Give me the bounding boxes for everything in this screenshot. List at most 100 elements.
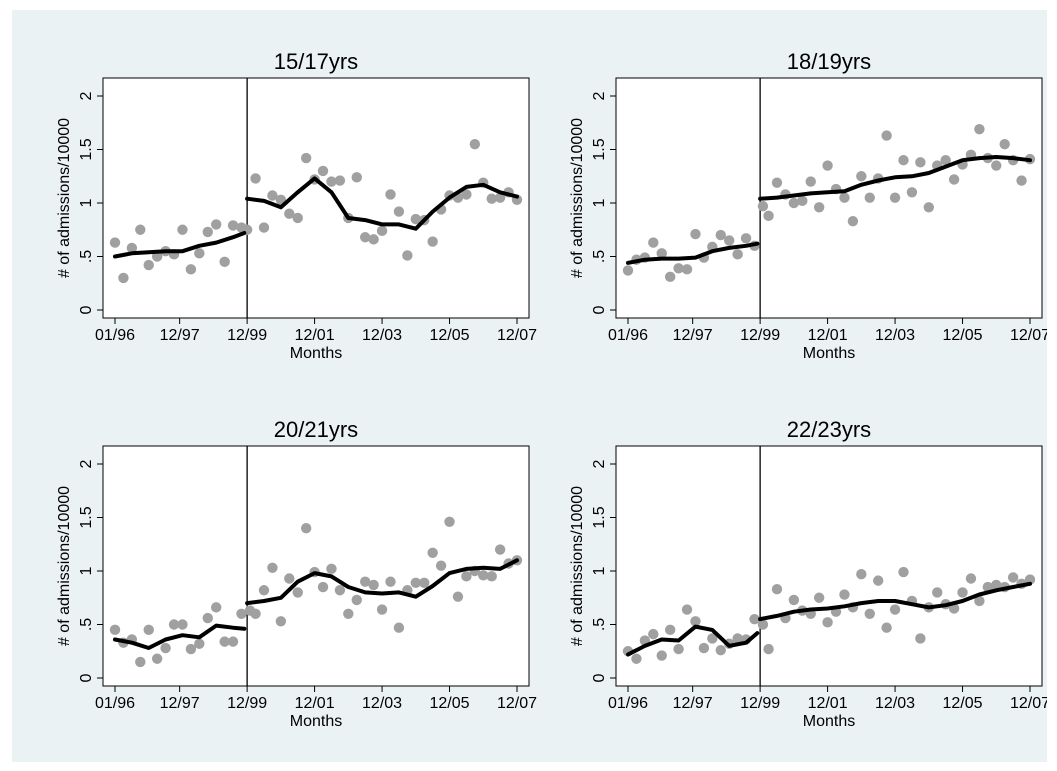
data-point xyxy=(258,222,270,233)
data-point xyxy=(109,237,121,248)
data-point xyxy=(118,272,129,284)
data-point xyxy=(1024,574,1036,585)
data-point xyxy=(864,608,875,619)
x-tick-label: 12/05 xyxy=(943,327,983,344)
plot-area xyxy=(102,445,530,687)
x-tick-label: 12/03 xyxy=(362,327,402,344)
data-point xyxy=(813,202,825,213)
chart-canvas: 15/17yrs 0.5 1 1.5 2 # of admissions/10000 01/… xyxy=(12,10,1050,762)
data-point xyxy=(326,176,337,187)
data-point xyxy=(494,544,506,555)
data-point xyxy=(982,581,994,593)
data-point xyxy=(368,234,379,245)
y-tick-label: 1.5 xyxy=(591,506,608,528)
data-point xyxy=(898,155,909,166)
data-point xyxy=(788,197,800,209)
x-tick-label: 12/07 xyxy=(1010,695,1047,712)
data-point xyxy=(656,650,667,661)
y-tick-label: 2 xyxy=(78,91,95,100)
y-tick-label: 1.5 xyxy=(591,138,608,160)
data-point xyxy=(351,594,362,606)
data-point xyxy=(376,604,388,615)
plot-area xyxy=(615,445,1043,687)
x-axis-label: Months xyxy=(290,713,342,730)
data-point xyxy=(724,235,735,246)
x-tick-label: 12/01 xyxy=(295,327,335,344)
data-point xyxy=(915,633,926,644)
data-point xyxy=(715,229,726,241)
data-point xyxy=(202,612,213,624)
data-point xyxy=(135,656,146,668)
data-point xyxy=(267,190,278,201)
y-tick-label: 0 xyxy=(591,305,608,314)
data-point xyxy=(177,619,188,630)
x-tick-label: 12/03 xyxy=(362,695,402,712)
y-tick-label: 1 xyxy=(78,566,95,575)
data-point xyxy=(385,189,396,200)
x-tick-label: 12/05 xyxy=(943,695,983,712)
data-point xyxy=(991,579,1002,591)
data-point xyxy=(923,202,934,213)
data-point xyxy=(763,643,774,655)
x-tick-label: 12/03 xyxy=(875,327,915,344)
x-tick-label: 12/97 xyxy=(160,695,200,712)
fit-line-pre xyxy=(113,231,247,259)
data-point xyxy=(359,232,371,243)
data-point xyxy=(469,138,481,150)
data-point xyxy=(402,250,413,261)
data-point xyxy=(771,583,783,595)
data-point xyxy=(839,589,850,600)
data-point xyxy=(211,219,222,230)
data-point xyxy=(622,265,634,276)
x-axis-label: Months xyxy=(290,345,342,362)
y-tick-label: 0 xyxy=(78,305,95,314)
x-tick-label: 12/97 xyxy=(673,327,713,344)
y-axis-label: # of admissions/10000 xyxy=(569,486,586,646)
data-point xyxy=(856,171,867,182)
data-point xyxy=(143,259,154,271)
data-point xyxy=(393,206,405,217)
x-tick-label: 12/99 xyxy=(227,327,267,344)
x-tick-label: 12/99 xyxy=(740,327,780,344)
data-point xyxy=(368,579,379,591)
data-point xyxy=(393,622,405,633)
data-point xyxy=(822,617,833,628)
data-point xyxy=(250,608,261,619)
y-axis-label: # of admissions/10000 xyxy=(56,118,73,278)
y-tick-label: .5 xyxy=(591,618,608,631)
data-point xyxy=(648,237,659,248)
data-point xyxy=(143,624,154,636)
data-point xyxy=(948,603,960,614)
data-point xyxy=(681,264,693,275)
data-point xyxy=(151,653,163,664)
y-tick-label: 2 xyxy=(591,459,608,468)
data-point xyxy=(822,160,833,171)
data-point xyxy=(435,560,447,571)
x-tick-label: 12/05 xyxy=(430,327,470,344)
data-point xyxy=(847,215,859,227)
x-axis-label: Months xyxy=(803,345,855,362)
data-point xyxy=(664,624,676,636)
data-point xyxy=(948,174,960,185)
data-point xyxy=(292,212,303,224)
data-point xyxy=(334,175,346,186)
data-point xyxy=(872,575,884,586)
y-tick-label: .5 xyxy=(591,250,608,263)
x-tick-label: 12/97 xyxy=(160,327,200,344)
data-point xyxy=(690,228,701,240)
data-point xyxy=(334,585,346,596)
data-point xyxy=(732,633,743,644)
data-point xyxy=(317,165,329,177)
fit-line-pre xyxy=(626,241,760,265)
data-point xyxy=(185,264,197,275)
y-tick-label: 1 xyxy=(78,198,95,207)
data-point xyxy=(999,138,1010,150)
data-point xyxy=(300,523,312,534)
y-tick-label: 1.5 xyxy=(78,506,95,528)
data-point xyxy=(135,224,146,235)
data-point xyxy=(194,248,205,259)
data-point xyxy=(326,563,337,575)
data-point xyxy=(343,608,354,619)
data-point xyxy=(452,591,464,602)
